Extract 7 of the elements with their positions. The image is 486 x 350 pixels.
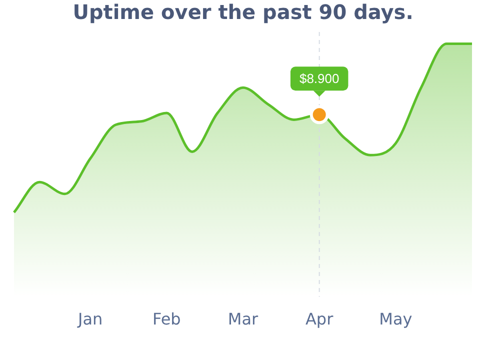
annotation: $8.900 (299, 71, 340, 86)
x-tick-label: May (379, 310, 412, 329)
chart-title: Uptime over the past 90 days. (72, 0, 414, 24)
x-tick-label: Apr (305, 310, 334, 329)
x-tick-label: Mar (228, 310, 259, 329)
x-tick-label: Jan (76, 310, 103, 329)
x-tick-label: Feb (152, 310, 181, 329)
